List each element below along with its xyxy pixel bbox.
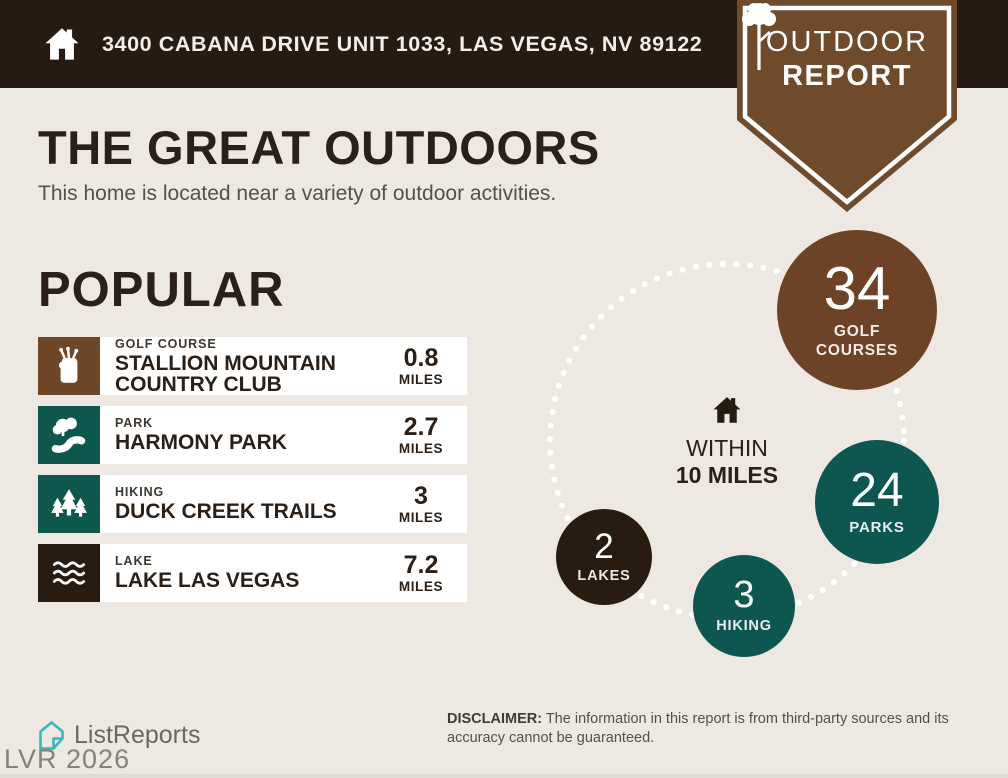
- poi-tile-lake: [38, 544, 100, 602]
- disclaimer-text: The information in this report is from t…: [447, 711, 949, 747]
- poi-distance: 2.7 MILES: [375, 406, 467, 464]
- lakes-count: 2: [594, 526, 614, 566]
- park-tree-path-icon: [51, 417, 86, 453]
- poi-row-hiking: HIKING DUCK CREEK TRAILS 3 MILES: [38, 475, 467, 533]
- golf-courses-label: GOLF COURSES: [815, 323, 899, 359]
- golf-courses-count: 34: [823, 255, 891, 323]
- page-subtitle: This home is located near a variety of o…: [38, 182, 557, 205]
- poi-distance: 3 MILES: [375, 475, 467, 533]
- poi-distance: 7.2 MILES: [375, 544, 467, 602]
- poi-distance-value: 7.2: [403, 550, 439, 579]
- poi-name: STALLION MOUNTAIN COUNTRY CLUB: [115, 351, 336, 396]
- lakes-label: LAKES: [577, 567, 631, 584]
- pine-trees-icon: [51, 489, 87, 517]
- disclaimer: DISCLAIMER: The information in this repo…: [447, 710, 972, 748]
- bubble-parks: 24 PARKS: [815, 440, 939, 564]
- home-icon: [713, 397, 741, 423]
- poi-row-lake: LAKE LAKE LAS VEGAS 7.2 MILES: [38, 544, 467, 602]
- poi-name: DUCK CREEK TRAILS: [115, 500, 337, 524]
- listreports-brand: ListReports: [38, 720, 200, 751]
- poi-tile-hiking: [38, 475, 100, 533]
- bottom-edge-strip: [0, 774, 1008, 778]
- page-title: THE GREAT OUTDOORS: [38, 121, 600, 174]
- poi-distance-unit: MILES: [398, 371, 444, 387]
- tree-icon: [742, 3, 776, 70]
- popular-heading: POPULAR: [38, 263, 285, 317]
- waves-icon: [52, 561, 86, 585]
- poi-text: GOLF COURSE STALLION MOUNTAIN COUNTRY CL…: [100, 336, 375, 396]
- hiking-label: HIKING: [716, 618, 772, 635]
- poi-distance: 0.8 MILES: [375, 337, 467, 395]
- bubble-golf-courses: 34 GOLF COURSES: [777, 230, 937, 390]
- within-radius-label: WITHIN 10 MILES: [647, 392, 807, 489]
- hiking-count: 3: [733, 574, 755, 617]
- poi-distance-value: 0.8: [403, 343, 439, 372]
- poi-name: HARMONY PARK: [115, 431, 287, 455]
- badge-shield-shape: [737, 0, 957, 212]
- watermark: LVR 2026: [4, 744, 131, 774]
- property-address: 3400 CABANA DRIVE UNIT 1033, LAS VEGAS, …: [102, 31, 703, 56]
- poi-tile-park: [38, 406, 100, 464]
- poi-distance-value: 2.7: [403, 412, 439, 441]
- golf-bag-icon: [58, 346, 79, 383]
- within-text: WITHIN: [686, 435, 768, 461]
- within-miles-text: 10 MILES: [675, 462, 779, 488]
- disclaimer-label: DISCLAIMER:: [447, 711, 543, 727]
- brand-name: ListReports: [74, 721, 201, 749]
- poi-row-park: PARK HARMONY PARK 2.7 MILES: [38, 406, 467, 464]
- badge-title-line1: OUTDOOR: [765, 26, 929, 58]
- poi-distance-unit: MILES: [398, 578, 444, 594]
- poi-category: HIKING: [115, 485, 165, 500]
- poi-text: PARK HARMONY PARK: [100, 406, 375, 464]
- bubble-hiking: 3 HIKING: [693, 555, 795, 657]
- badge-title-line2: REPORT: [782, 60, 912, 92]
- poi-row-golf-course: GOLF COURSE STALLION MOUNTAIN COUNTRY CL…: [38, 337, 467, 395]
- poi-category: LAKE: [115, 554, 153, 569]
- poi-tile-golf: [38, 337, 100, 395]
- poi-distance-value: 3: [414, 481, 428, 510]
- parks-count: 24: [850, 464, 904, 517]
- badge-title: OUTDOOR REPORT: [737, 0, 957, 93]
- poi-distance-unit: MILES: [398, 509, 444, 525]
- poi-category: PARK: [115, 416, 154, 431]
- poi-text: HIKING DUCK CREEK TRAILS: [100, 475, 375, 533]
- parks-label: PARKS: [849, 519, 905, 536]
- poi-name: LAKE LAS VEGAS: [115, 569, 300, 593]
- outdoor-report-badge: OUTDOOR REPORT: [737, 0, 957, 212]
- home-icon: [45, 28, 79, 60]
- poi-distance-unit: MILES: [398, 440, 444, 456]
- listreports-logo-icon: [39, 721, 64, 750]
- bubble-lakes: 2 LAKES: [556, 509, 652, 605]
- poi-text: LAKE LAKE LAS VEGAS: [100, 544, 375, 602]
- poi-category: GOLF COURSE: [115, 336, 217, 351]
